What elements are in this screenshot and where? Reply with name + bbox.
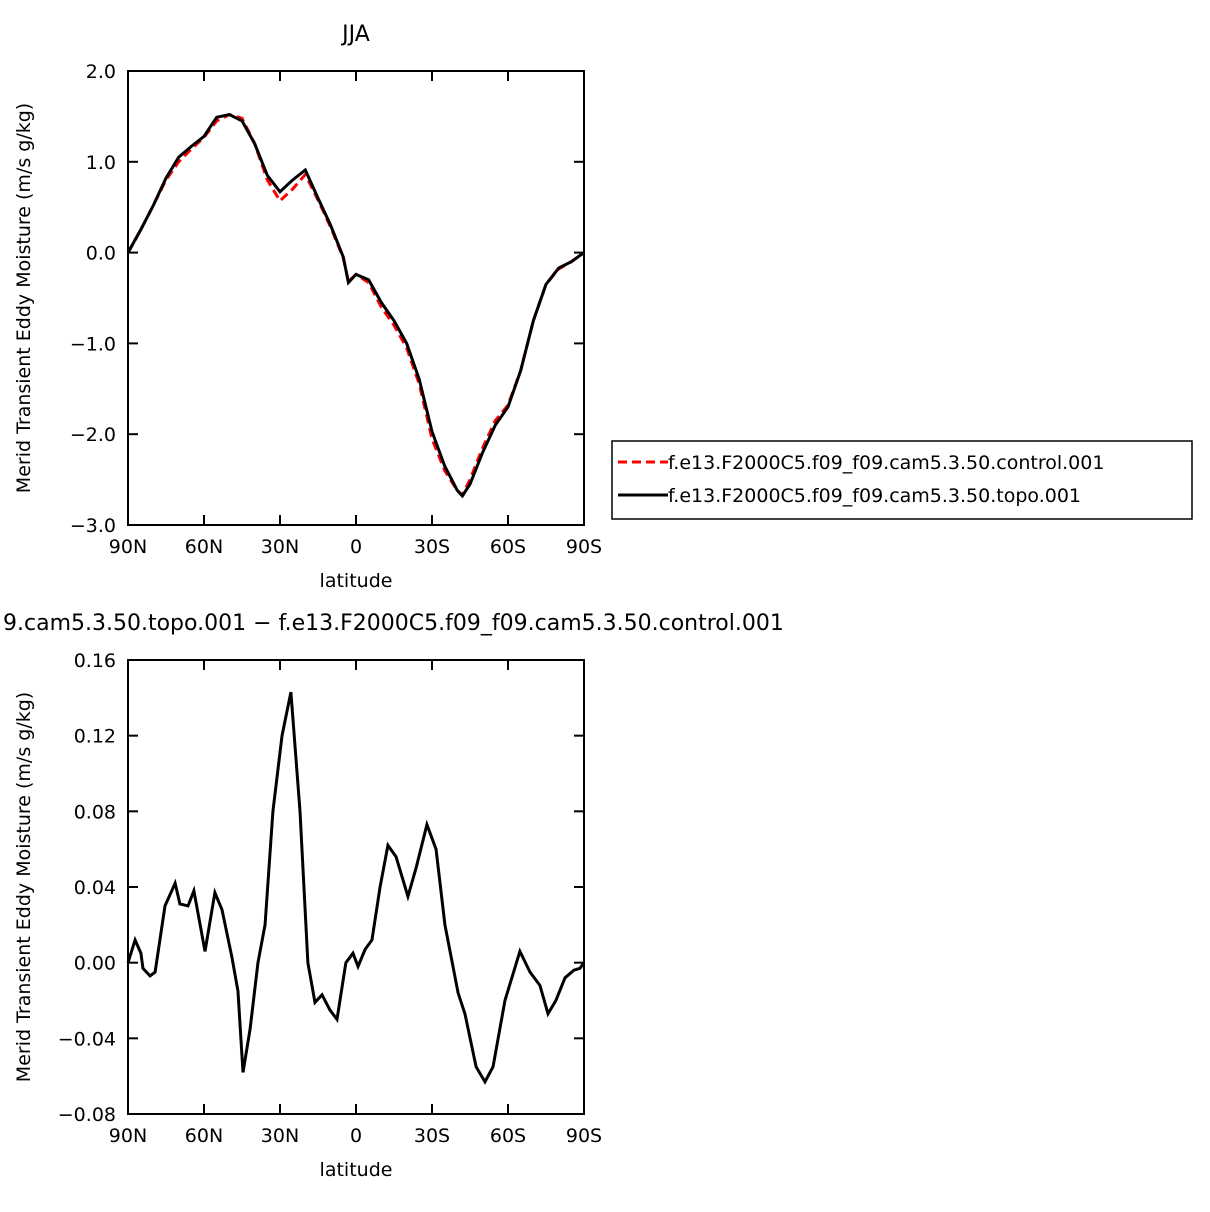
x-tick-label: 60N	[185, 1125, 223, 1147]
y-tick-label: −0.04	[58, 1028, 116, 1050]
x-tick-label: 90S	[566, 536, 602, 558]
data-line	[126, 112, 585, 498]
y-tick-label: 0.08	[74, 801, 116, 823]
x-tick-label: 30N	[261, 536, 299, 558]
y-tick-label: 0.04	[74, 877, 116, 899]
x-axis-label: latitude	[320, 570, 393, 592]
legend-box	[611, 440, 1193, 520]
y-tick-label: −0.08	[58, 1104, 116, 1126]
y-tick-label: 1.0	[86, 152, 116, 174]
y-tick-label: −1.0	[70, 333, 116, 355]
y-tick-label: 0.16	[74, 650, 116, 672]
data-line	[126, 113, 585, 499]
plot-frame	[127, 659, 585, 1115]
legend-label: f.e13.F2000C5.f09_f09.cam5.3.50.control.…	[668, 452, 1104, 474]
x-tick-label: 90S	[566, 1125, 602, 1147]
y-tick-label: −3.0	[70, 515, 116, 537]
x-tick-label: 30N	[261, 1125, 299, 1147]
chart-title: JJA	[340, 22, 370, 47]
x-axis-label: latitude	[320, 1159, 393, 1181]
data-line	[126, 691, 586, 1085]
x-tick-label: 30S	[414, 536, 450, 558]
x-tick-label: 60N	[185, 536, 223, 558]
x-tick-label: 30S	[414, 1125, 450, 1147]
x-tick-label: 60S	[490, 536, 526, 558]
y-tick-label: −2.0	[70, 424, 116, 446]
x-tick-label: 0	[350, 536, 362, 558]
y-tick-label: 2.0	[86, 61, 116, 83]
y-tick-label: 0.0	[86, 243, 116, 265]
x-tick-label: 0	[350, 1125, 362, 1147]
y-axis-label: Merid Transient Eddy Moisture (m/s g/kg)	[13, 692, 35, 1082]
legend-label: f.e13.F2000C5.f09_f09.cam5.3.50.topo.001	[668, 485, 1081, 507]
plot-frame	[127, 70, 585, 526]
chart-title: 9.cam5.3.50.topo.001 − f.e13.F2000C5.f09…	[3, 611, 784, 636]
x-tick-label: 60S	[490, 1125, 526, 1147]
y-tick-label: 0.00	[74, 953, 116, 975]
y-tick-label: 0.12	[74, 726, 116, 748]
y-axis-label: Merid Transient Eddy Moisture (m/s g/kg)	[13, 103, 35, 493]
x-tick-label: 90N	[109, 536, 147, 558]
x-tick-label: 90N	[109, 1125, 147, 1147]
